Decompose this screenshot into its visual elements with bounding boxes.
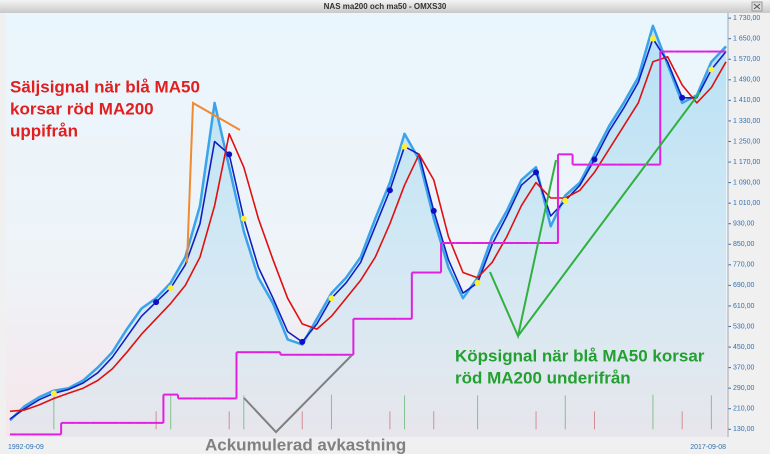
y-tick-label: 1 330,00 [733,118,760,125]
signal-dot [153,299,160,306]
y-tick-label: 770,00 [733,262,755,269]
annotation-pointer [243,354,353,434]
signal-dot [328,295,335,302]
y-tick-label: 1 570,00 [733,56,760,63]
annotation: röd MA200 underifrån [455,368,631,387]
x-tick-label: 2017-09-08 [690,444,726,451]
annotation: korsar röd MA200 [10,99,154,118]
annotation: Ackumulerad avkastning [205,435,406,454]
annotation: uppifrån [10,121,78,140]
annotation: Köpsignal när blå MA50 korsar [455,346,705,365]
y-tick-label: 690,00 [733,282,755,289]
signal-dot [474,279,481,286]
y-tick-label: 1 650,00 [733,36,760,43]
signal-dot [226,151,233,158]
y-tick-label: 1 490,00 [733,77,760,84]
y-tick-label: 1 090,00 [733,179,760,186]
signal-dot [386,187,393,194]
signal-dot [591,156,598,163]
y-tick-label: 1 410,00 [733,97,760,104]
y-tick-label: 1 730,00 [733,15,760,22]
signal-dot [562,197,569,204]
y-tick-label: 370,00 [733,364,755,371]
y-tick-label: 1 250,00 [733,138,760,145]
annotation-pointer [489,91,701,340]
y-tick-label: 450,00 [733,344,755,351]
signal-dot [708,66,715,73]
signal-dot [167,284,174,291]
signal-dot [50,390,57,397]
y-tick-label: 930,00 [733,221,755,228]
window-title: NAS ma200 och ma50 - OMXS30 [324,2,447,11]
close-icon [753,3,761,10]
y-tick-label: 210,00 [733,406,755,413]
signal-dot [649,35,656,42]
price-area [10,25,726,438]
y-tick-label: 130,00 [733,426,755,433]
x-tick-label: 1992-09-09 [8,444,44,451]
title-bar [0,0,770,13]
signal-dot [430,207,437,214]
signal-dot [240,215,247,222]
y-tick-label: 1 010,00 [733,200,760,207]
annotation: Säljsignal när blå MA50 [10,77,200,96]
annotation-pointer [186,101,241,264]
signal-dot [401,143,408,150]
y-tick-label: 610,00 [733,303,755,310]
series-line [9,37,727,420]
signal-dot [533,169,540,176]
series-line [9,55,727,413]
signal-dot [299,338,306,345]
signal-dot [679,94,686,101]
y-tick-label: 290,00 [733,385,755,392]
y-tick-label: 1 170,00 [733,159,760,166]
y-tick-label: 530,00 [733,323,755,330]
series-line [9,24,727,422]
y-tick-label: 850,00 [733,241,755,248]
